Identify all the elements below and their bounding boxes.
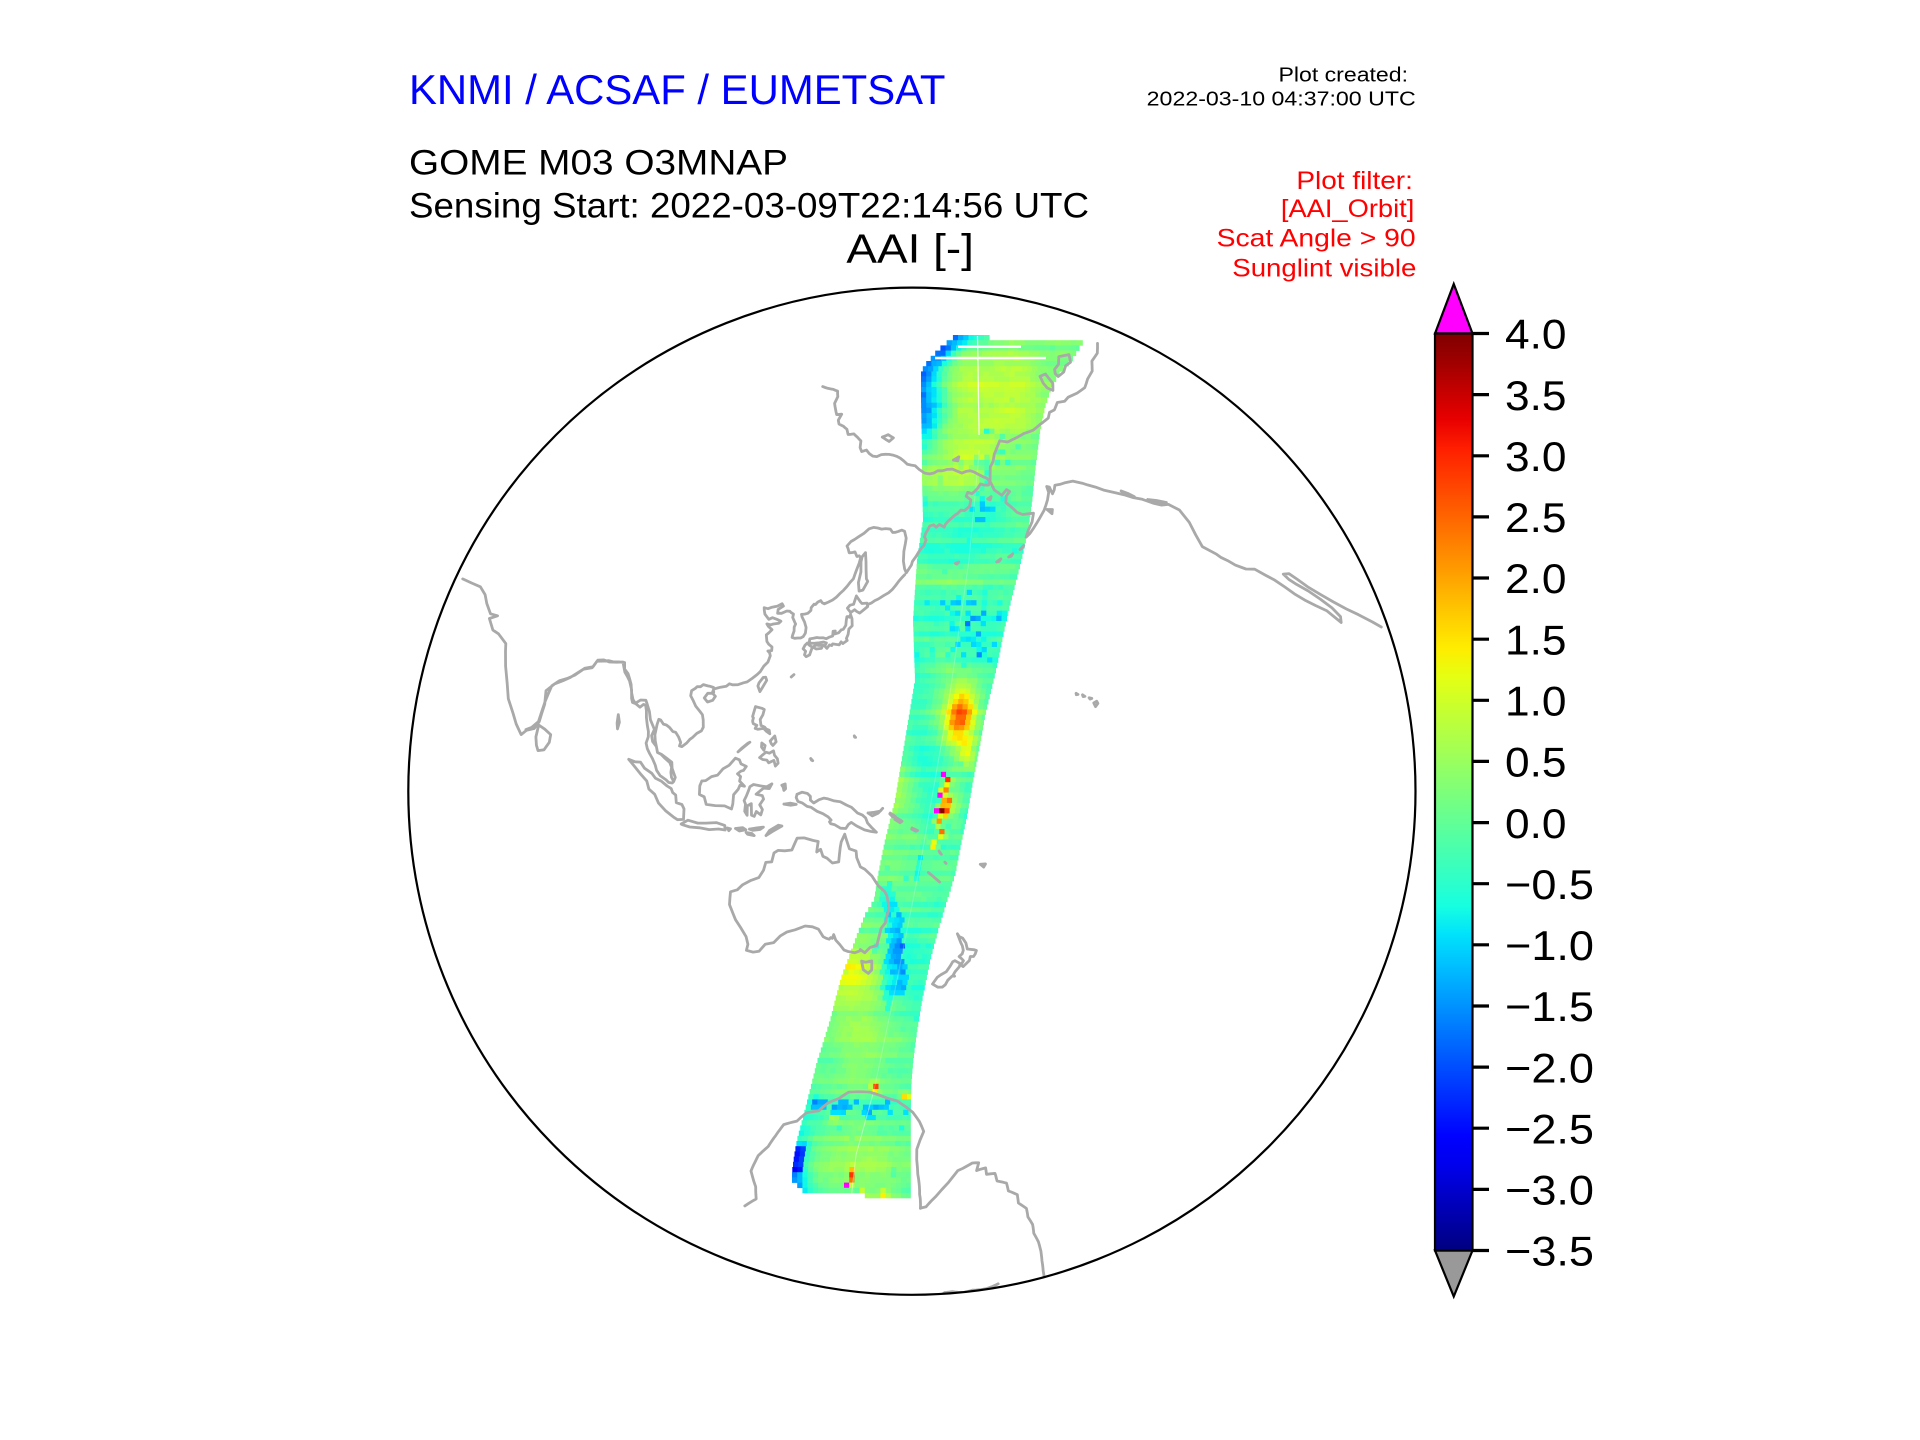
svg-text:4.0: 4.0 <box>1505 311 1567 358</box>
svg-text:2022-03-10 04:37:00 UTC: 2022-03-10 04:37:00 UTC <box>1147 89 1416 111</box>
svg-text:−3.0: −3.0 <box>1505 1167 1594 1214</box>
svg-text:GOME M03 O3MNAP: GOME M03 O3MNAP <box>409 144 788 183</box>
svg-text:3.0: 3.0 <box>1505 433 1567 480</box>
svg-text:KNMI / ACSAF / EUMETSAT: KNMI / ACSAF / EUMETSAT <box>409 66 946 113</box>
svg-text:[AAI_Orbit]: [AAI_Orbit] <box>1281 195 1414 223</box>
svg-text:Sunglint visible: Sunglint visible <box>1232 254 1416 282</box>
svg-text:−1.0: −1.0 <box>1505 922 1594 969</box>
svg-text:Sensing Start: 2022-03-09T22:1: Sensing Start: 2022-03-09T22:14:56 UTC <box>409 186 1089 225</box>
svg-text:2.0: 2.0 <box>1505 555 1567 602</box>
svg-text:Scat Angle > 90: Scat Angle > 90 <box>1217 225 1416 253</box>
svg-text:0.0: 0.0 <box>1505 800 1567 847</box>
svg-text:−2.5: −2.5 <box>1505 1105 1594 1152</box>
svg-text:2.5: 2.5 <box>1505 494 1567 541</box>
svg-text:1.0: 1.0 <box>1505 678 1567 725</box>
svg-text:−1.5: −1.5 <box>1505 983 1594 1030</box>
svg-text:Plot created:: Plot created: <box>1279 65 1409 87</box>
svg-text:0.5: 0.5 <box>1505 739 1567 786</box>
svg-text:1.5: 1.5 <box>1505 616 1567 663</box>
svg-text:Plot filter:: Plot filter: <box>1296 167 1413 195</box>
svg-text:−0.5: −0.5 <box>1505 861 1594 908</box>
svg-text:AAI [-]: AAI [-] <box>846 226 974 272</box>
svg-text:−2.0: −2.0 <box>1505 1044 1594 1091</box>
svg-text:−3.5: −3.5 <box>1505 1228 1594 1275</box>
svg-text:3.5: 3.5 <box>1505 372 1567 419</box>
